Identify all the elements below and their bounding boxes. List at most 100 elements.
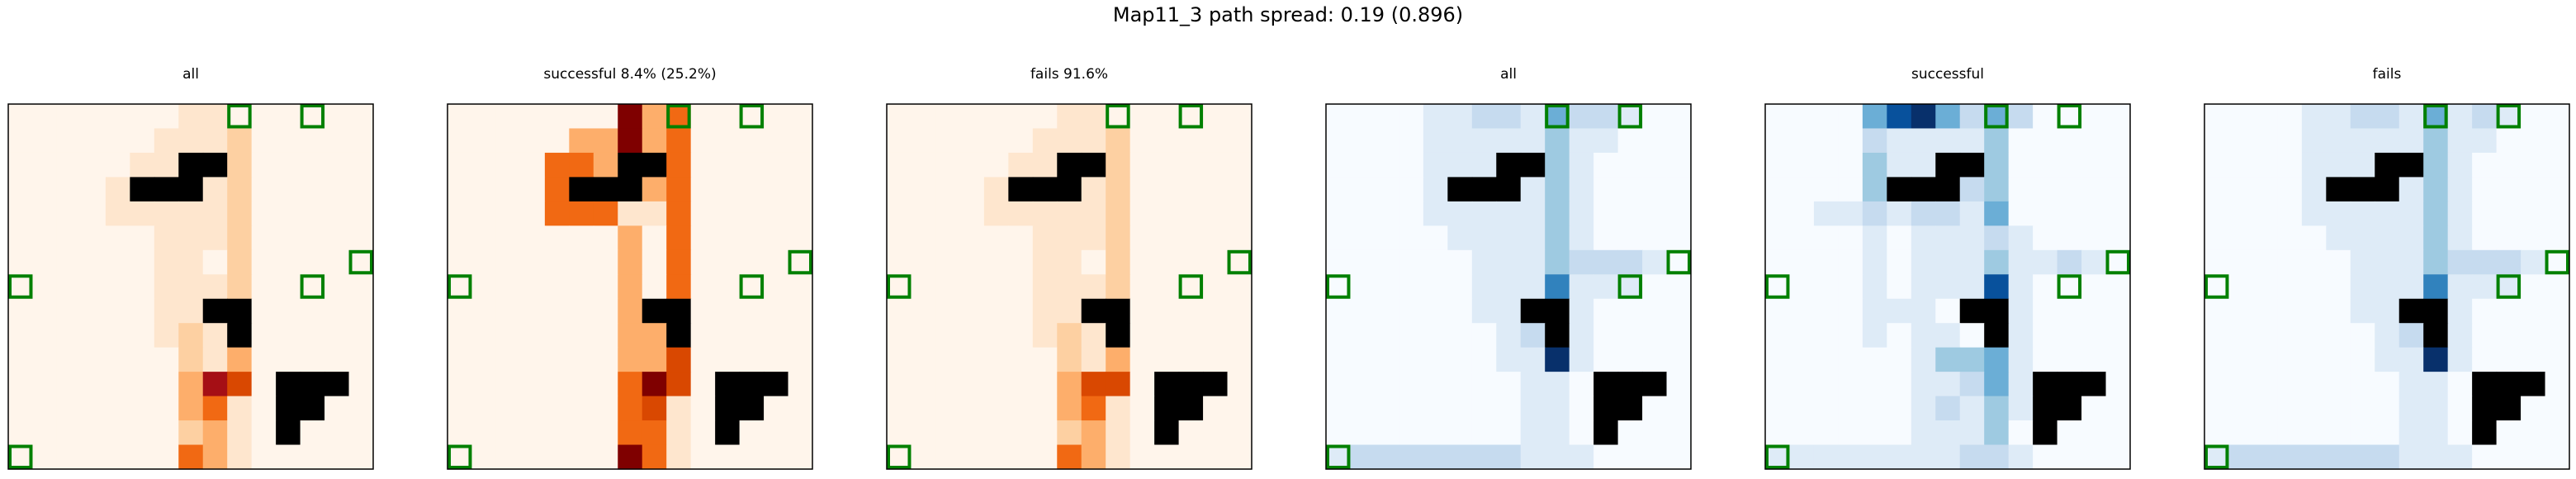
heatmap-cell [1081, 201, 1106, 226]
heatmap-cell [1471, 372, 1497, 397]
heatmap-cell [911, 323, 936, 349]
heatmap-cell [911, 347, 936, 372]
heatmap-cell [495, 323, 521, 349]
heatmap-cell [1081, 372, 1106, 397]
heatmap-cell [130, 396, 155, 421]
heatmap-cell [202, 249, 228, 275]
heatmap-cell [911, 298, 936, 324]
heatmap-cell [2105, 249, 2131, 275]
heatmap-cell [2057, 128, 2082, 154]
heatmap-cell [1813, 249, 1839, 275]
heatmap-cell [251, 249, 277, 275]
heatmap-cell [911, 201, 936, 226]
heatmap-cell [2545, 444, 2570, 470]
heatmap-cell [1545, 396, 1570, 421]
obstacle-cell [276, 420, 301, 446]
heatmap-cell [935, 128, 960, 154]
heatmap-cell [666, 274, 692, 300]
target-marker [788, 249, 812, 275]
heatmap-cell [2252, 152, 2278, 178]
heatmap-cell [618, 444, 643, 470]
heatmap-cell [1178, 128, 1204, 154]
target-marker [1178, 274, 1204, 299]
heatmap-plot [7, 103, 374, 470]
heatmap-cell [1666, 104, 1692, 130]
heatmap-cell [2204, 420, 2230, 446]
heatmap-cell [1984, 444, 2010, 470]
heatmap-cell [2545, 177, 2570, 202]
heatmap-cell [2252, 420, 2278, 446]
heatmap-cell [130, 225, 155, 251]
heatmap-cell [56, 225, 82, 251]
heatmap-cell [81, 201, 107, 226]
heatmap-cell [1617, 444, 1643, 470]
heatmap-cell [276, 152, 301, 178]
heatmap-cell [544, 420, 570, 446]
heatmap-cell [1057, 323, 1082, 349]
heatmap-cell [2496, 444, 2522, 470]
heatmap-cell [2204, 177, 2230, 202]
heatmap-cell [983, 225, 1009, 251]
heatmap-cell [569, 104, 594, 130]
heatmap-cell [2350, 249, 2375, 275]
heatmap-cell [447, 128, 473, 154]
heatmap-cell [2423, 372, 2449, 397]
heatmap-cell [1008, 347, 1034, 372]
heatmap-cell [739, 128, 765, 154]
heatmap-cell [1178, 177, 1204, 202]
heatmap-cell [520, 104, 546, 130]
heatmap-cell [520, 201, 546, 226]
heatmap-cell [2472, 249, 2498, 275]
heatmap-cell [2252, 323, 2278, 349]
obstacle-cell [618, 152, 643, 178]
heatmap-cell [2350, 298, 2375, 324]
heatmap-cell [2326, 152, 2351, 178]
heatmap-cell [1178, 249, 1204, 275]
heatmap-cell [276, 298, 301, 324]
heatmap-cell [2375, 225, 2400, 251]
heatmap-cell [1423, 249, 1448, 275]
target-marker [1326, 444, 1351, 469]
heatmap-cell [1569, 201, 1594, 226]
heatmap-cell [1350, 152, 1376, 178]
heatmap-cell [2228, 396, 2254, 421]
obstacle-cell [300, 372, 325, 397]
heatmap-cell [1935, 372, 1961, 397]
heatmap-cell [1666, 396, 1692, 421]
obstacle-cell [2496, 396, 2522, 421]
heatmap-cell [1765, 323, 1791, 349]
heatmap-cell [690, 128, 716, 154]
heatmap-cell [935, 444, 960, 470]
heatmap-cell [569, 396, 594, 421]
heatmap-cell [1935, 323, 1961, 349]
heatmap-cell [1569, 104, 1594, 130]
heatmap-cell [935, 347, 960, 372]
heatmap-cell [2057, 152, 2082, 178]
heatmap-cell [2301, 104, 2327, 130]
heatmap-cell [1227, 420, 1252, 446]
heatmap-cell [1813, 201, 1839, 226]
heatmap-cell [471, 347, 497, 372]
heatmap-cell [1617, 152, 1643, 178]
heatmap-cell [2228, 298, 2254, 324]
heatmap-cell [32, 177, 58, 202]
heatmap-cell [2228, 225, 2254, 251]
heatmap-cell [1374, 225, 1399, 251]
heatmap-cell [130, 347, 155, 372]
heatmap-cell [8, 225, 34, 251]
heatmap-cell [2228, 152, 2254, 178]
heatmap-plot [1325, 103, 1692, 470]
heatmap-cell [1569, 372, 1594, 397]
target-marker [2204, 274, 2229, 299]
target-marker [887, 274, 912, 299]
heatmap-cell [1227, 201, 1252, 226]
heatmap-cell [2081, 444, 2107, 470]
heatmap-cell [227, 274, 253, 300]
heatmap-cell [959, 347, 985, 372]
heatmap-cell [1447, 152, 1473, 178]
heatmap-cell [300, 274, 325, 300]
heatmap-cell [1813, 274, 1839, 300]
target-marker [227, 104, 252, 129]
heatmap-cell [324, 323, 350, 349]
heatmap-cell [1106, 420, 1131, 446]
